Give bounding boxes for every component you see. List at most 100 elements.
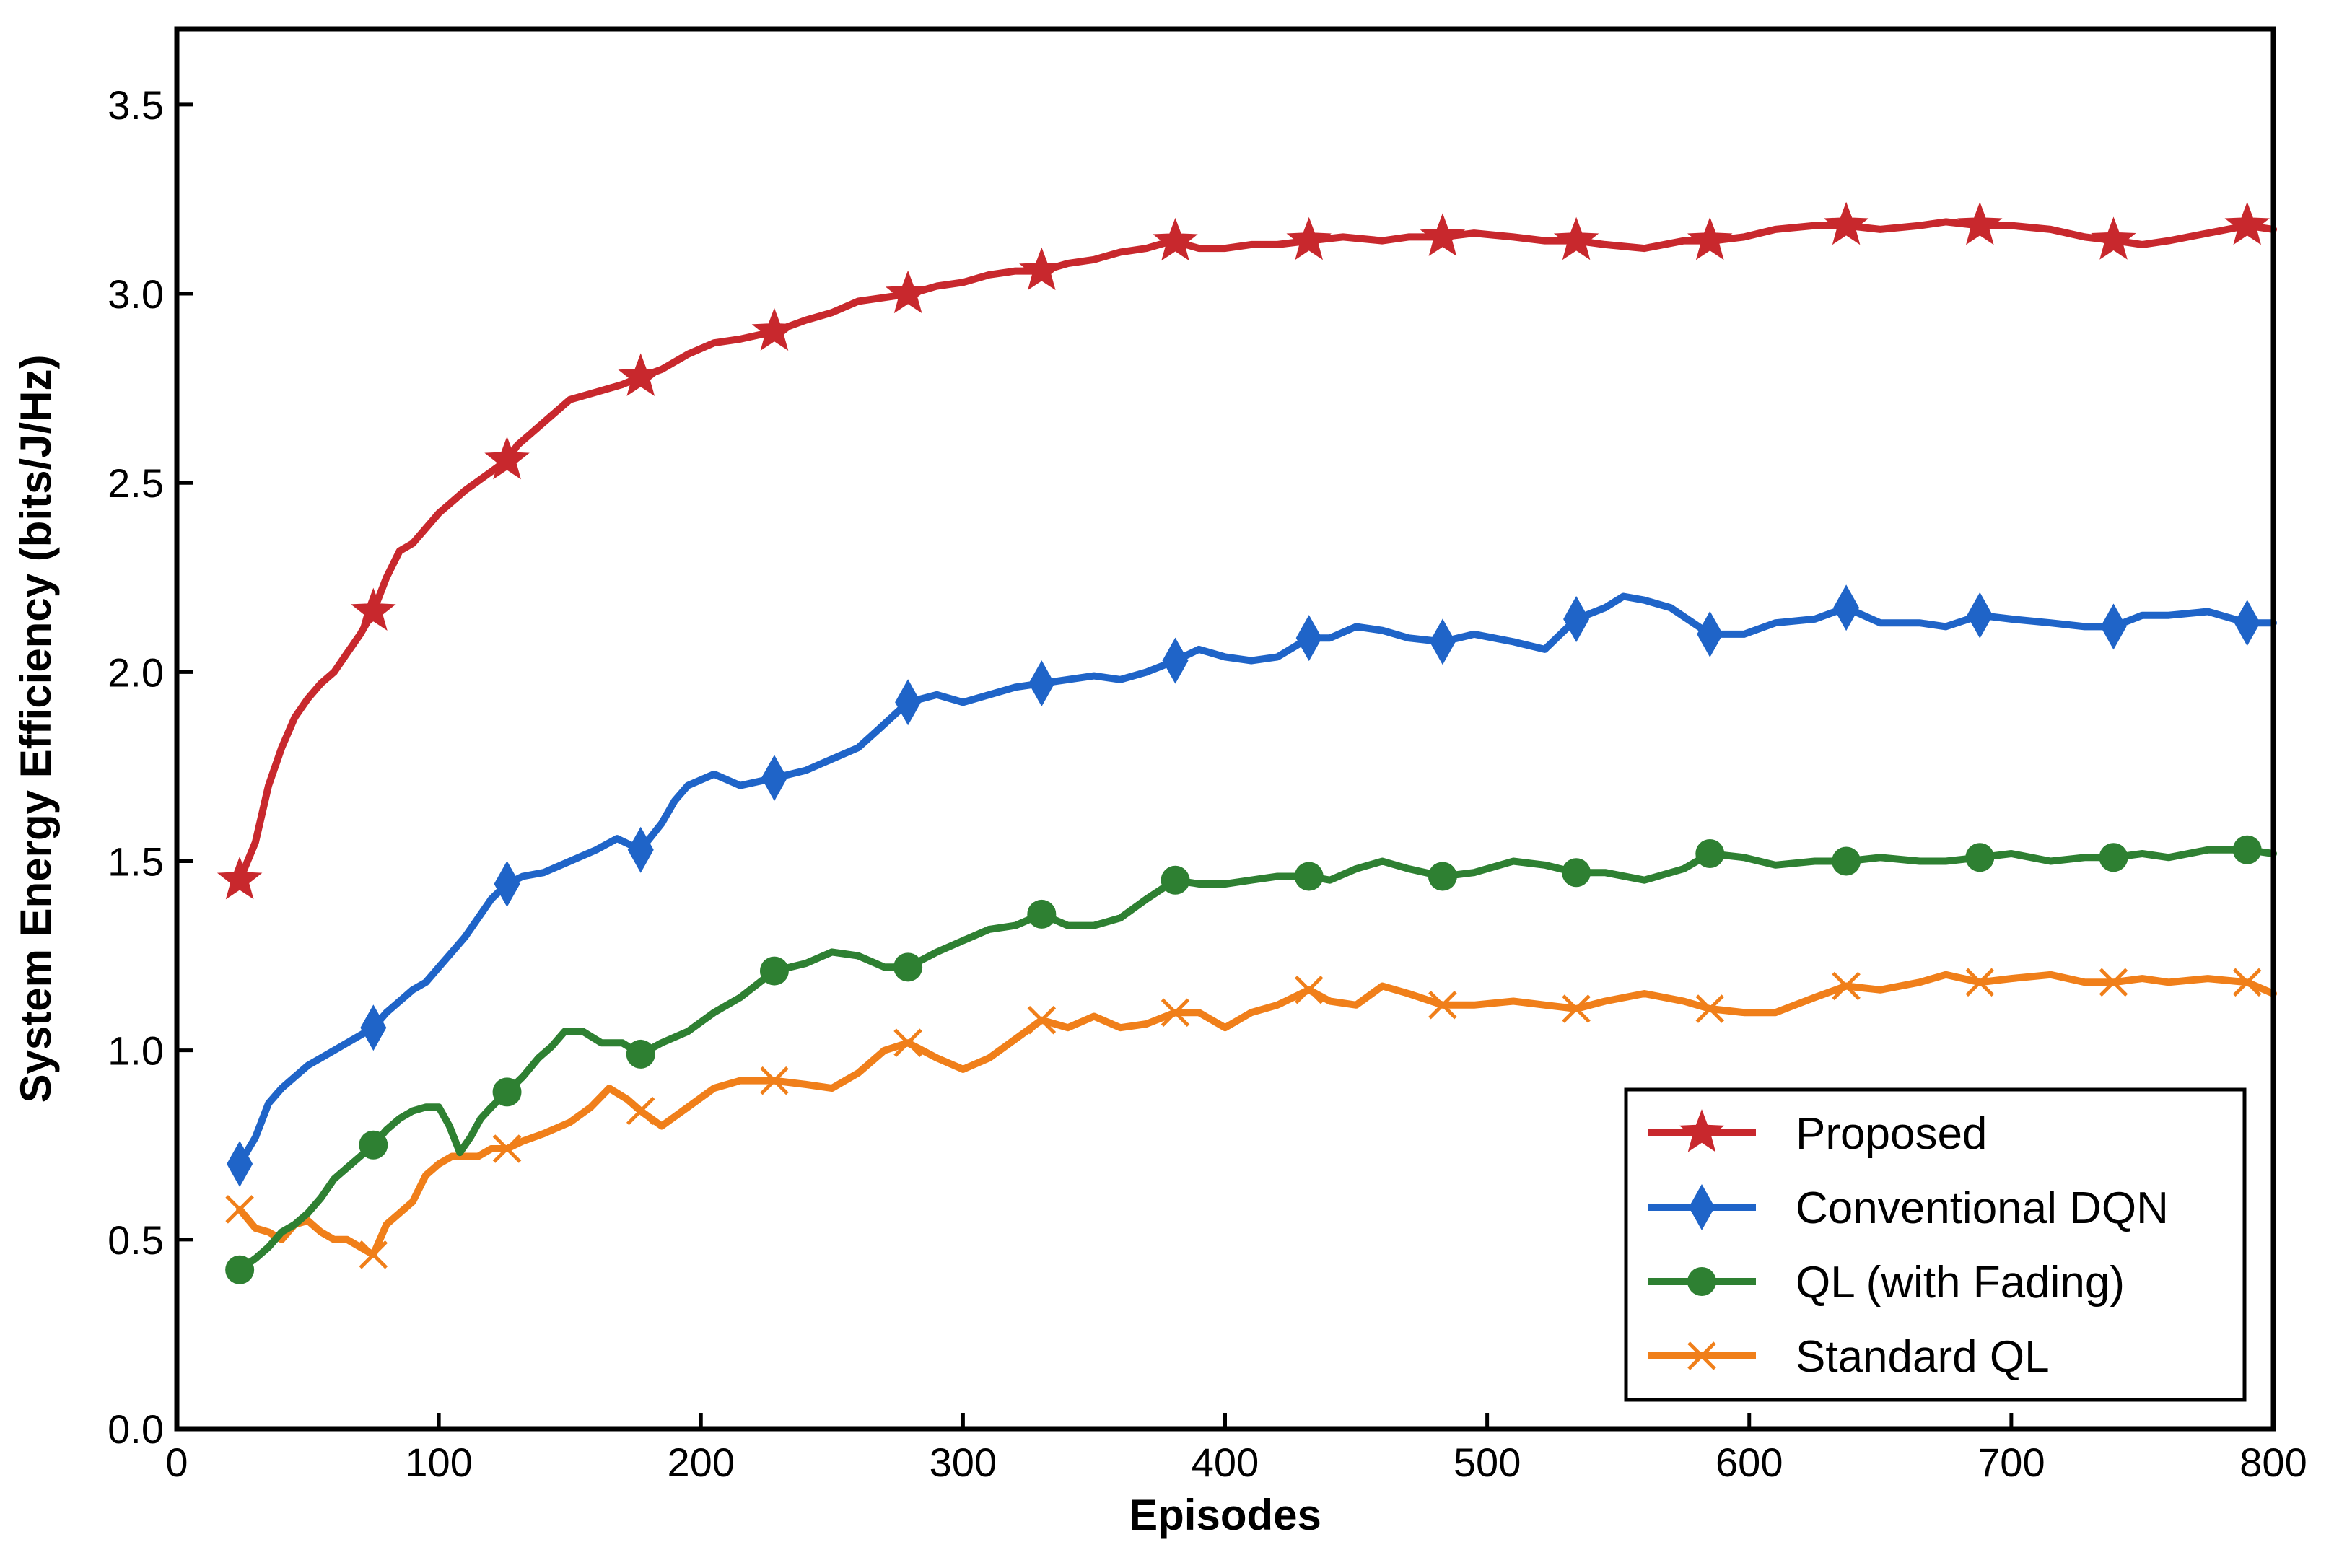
legend-item-proposed: Proposed	[1648, 1109, 1987, 1159]
data-point-ql-with-fading	[1562, 858, 1591, 888]
legend-box	[1624, 1087, 2247, 1402]
series-ql-with-fading	[225, 835, 2277, 1284]
x-axis-label: Episodes	[1129, 1491, 1321, 1539]
data-point-ql-with-fading	[1027, 899, 1057, 929]
data-point-conventional-dqn	[1429, 618, 1456, 665]
data-point-proposed	[1153, 217, 1198, 261]
data-point-proposed	[2091, 216, 2136, 260]
x-tick-label: 500	[1454, 1440, 1521, 1485]
series-standard-ql	[225, 968, 2277, 1269]
y-tick-label: 1.0	[108, 1028, 164, 1074]
data-point-proposed	[2224, 201, 2270, 245]
data-point-ql-with-fading	[1695, 839, 1725, 869]
data-point-standard-ql	[1027, 1005, 1057, 1035]
data-point-conventional-dqn	[1028, 660, 1055, 707]
data-point-standard-ql	[760, 1066, 789, 1095]
data-point-proposed	[1687, 216, 1733, 260]
y-tick-label: 2.5	[108, 460, 164, 506]
legend-item-ql-with-fading: QL (with Fading)	[1648, 1258, 2125, 1308]
data-point-ql-with-fading	[759, 956, 789, 986]
data-point-conventional-dqn	[761, 755, 787, 802]
data-point-proposed	[351, 587, 396, 631]
series-line-standard-ql	[236, 971, 2277, 1258]
data-point-proposed	[1420, 213, 1466, 256]
data-point-proposed	[1019, 247, 1065, 291]
data-point-ql-with-fading	[1294, 862, 1324, 891]
y-tick-label: 3.0	[108, 271, 164, 317]
data-point-standard-ql	[1562, 994, 1591, 1023]
data-point-proposed	[1957, 201, 2003, 245]
data-point-proposed	[217, 856, 263, 900]
data-point-ql-with-fading	[893, 952, 923, 982]
x-tick-label: 600	[1715, 1440, 1783, 1485]
data-point-ql-with-fading	[626, 1039, 655, 1069]
data-point-conventional-dqn	[227, 1140, 253, 1187]
data-point-conventional-dqn	[1967, 592, 1993, 639]
series-line-conventional-dqn	[236, 592, 2277, 1168]
data-point-conventional-dqn	[1295, 615, 1322, 662]
data-point-ql-with-fading	[2099, 843, 2128, 872]
x-tick-label: 100	[405, 1440, 472, 1485]
data-point-conventional-dqn	[627, 826, 654, 873]
legend-item-standard-ql: Standard QL	[1648, 1332, 2050, 1382]
data-point-proposed	[1286, 216, 1332, 260]
legend: Proposed Conventional DQN QL (with Fading)…	[1624, 1087, 2247, 1402]
legend-marker-conventional-dqn	[1689, 1184, 1715, 1230]
data-point-standard-ql	[1832, 971, 1861, 1001]
data-point-standard-ql	[492, 1134, 522, 1163]
data-point-conventional-dqn	[895, 679, 922, 726]
data-point-standard-ql	[1695, 994, 1725, 1023]
data-point-ql-with-fading	[1161, 865, 1190, 895]
data-point-proposed	[1823, 201, 1869, 245]
data-point-standard-ql	[1161, 998, 1190, 1028]
data-point-ql-with-fading	[225, 1255, 255, 1284]
x-tick-label: 300	[930, 1440, 997, 1485]
series-conventional-dqn	[227, 584, 2277, 1187]
data-point-conventional-dqn	[360, 1004, 387, 1051]
y-tick-label: 1.5	[108, 839, 164, 885]
series-layer	[217, 201, 2277, 1284]
data-point-ql-with-fading	[1428, 862, 1457, 891]
y-tick-label: 0.0	[108, 1406, 164, 1452]
data-point-proposed	[484, 436, 530, 480]
data-point-ql-with-fading	[359, 1130, 388, 1160]
y-axis-label: System Energy Efficiency (bits/J/Hz)	[12, 355, 60, 1103]
x-tick-label: 400	[1192, 1440, 1259, 1485]
data-point-standard-ql	[359, 1240, 388, 1269]
data-point-conventional-dqn	[494, 860, 520, 907]
legend-marker-ql-with-fading	[1687, 1267, 1716, 1296]
series-line-ql-with-fading	[236, 846, 2277, 1274]
data-point-proposed	[1553, 216, 1599, 260]
data-point-standard-ql	[626, 1096, 655, 1126]
data-point-standard-ql	[1294, 976, 1324, 1004]
y-tick-label: 2.0	[108, 649, 164, 695]
data-point-standard-ql	[1428, 990, 1457, 1020]
data-point-ql-with-fading	[492, 1077, 522, 1107]
data-point-conventional-dqn	[1162, 637, 1189, 684]
data-point-ql-with-fading	[2232, 835, 2262, 864]
data-point-standard-ql	[2099, 968, 2128, 997]
legend-marker-standard-ql	[1687, 1341, 1716, 1370]
data-point-ql-with-fading	[1832, 846, 1861, 876]
y-tick-label: 0.5	[108, 1217, 164, 1263]
x-tick-label: 700	[1977, 1440, 2045, 1485]
data-point-conventional-dqn	[2234, 600, 2260, 647]
legend-label: Conventional DQN	[1796, 1183, 2169, 1233]
data-point-ql-with-fading	[1965, 843, 1995, 872]
data-point-proposed	[618, 353, 664, 396]
data-point-standard-ql	[225, 1195, 254, 1224]
x-tick-label: 0	[165, 1440, 188, 1485]
data-point-conventional-dqn	[2100, 603, 2127, 650]
data-point-conventional-dqn	[1563, 595, 1590, 642]
series-line-proposed	[236, 218, 2277, 884]
data-point-standard-ql	[2232, 968, 2262, 997]
y-tick-label: 3.5	[108, 82, 164, 128]
legend-label: Standard QL	[1796, 1332, 2050, 1382]
series-proposed	[217, 201, 2277, 900]
data-point-proposed	[751, 307, 797, 351]
data-point-conventional-dqn	[1697, 610, 1723, 657]
legend-item-conventional-dqn: Conventional DQN	[1648, 1183, 2169, 1233]
data-point-conventional-dqn	[1833, 584, 1860, 631]
legend-label: QL (with Fading)	[1796, 1258, 2125, 1308]
